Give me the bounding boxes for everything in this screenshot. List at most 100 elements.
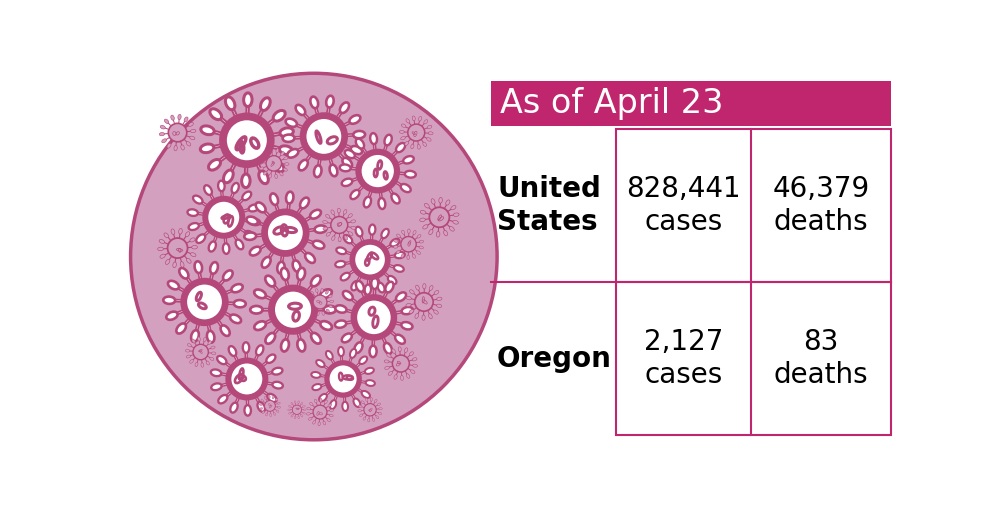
Ellipse shape <box>316 289 318 293</box>
Ellipse shape <box>348 214 352 217</box>
Ellipse shape <box>446 200 450 205</box>
Ellipse shape <box>422 315 425 321</box>
Ellipse shape <box>211 346 215 349</box>
Ellipse shape <box>242 174 250 187</box>
Ellipse shape <box>405 141 409 145</box>
Ellipse shape <box>420 218 425 221</box>
Ellipse shape <box>261 400 264 402</box>
Ellipse shape <box>187 343 191 347</box>
Ellipse shape <box>280 172 283 176</box>
Ellipse shape <box>351 226 356 229</box>
Ellipse shape <box>419 240 424 243</box>
Ellipse shape <box>420 210 426 214</box>
Ellipse shape <box>173 262 176 268</box>
Ellipse shape <box>254 290 266 298</box>
Ellipse shape <box>244 405 251 416</box>
Ellipse shape <box>285 163 289 166</box>
Ellipse shape <box>323 220 328 224</box>
Ellipse shape <box>303 412 305 414</box>
Ellipse shape <box>159 239 165 243</box>
Ellipse shape <box>326 232 330 236</box>
Text: As of April 23: As of April 23 <box>500 87 724 120</box>
Ellipse shape <box>417 251 420 255</box>
Ellipse shape <box>320 398 322 402</box>
Ellipse shape <box>384 360 389 363</box>
Ellipse shape <box>246 216 258 225</box>
Ellipse shape <box>218 395 227 403</box>
Ellipse shape <box>166 311 178 320</box>
Ellipse shape <box>187 209 198 216</box>
Ellipse shape <box>242 192 251 200</box>
Ellipse shape <box>276 149 279 153</box>
Ellipse shape <box>266 355 275 363</box>
Ellipse shape <box>259 403 262 405</box>
Bar <box>616 129 891 435</box>
Ellipse shape <box>342 158 352 168</box>
Ellipse shape <box>195 362 198 367</box>
Ellipse shape <box>409 309 414 313</box>
Ellipse shape <box>325 291 328 294</box>
Ellipse shape <box>185 350 190 352</box>
Ellipse shape <box>368 419 370 422</box>
Ellipse shape <box>176 324 186 334</box>
Ellipse shape <box>283 168 287 171</box>
Ellipse shape <box>342 179 352 186</box>
Ellipse shape <box>186 355 190 358</box>
Ellipse shape <box>360 414 363 417</box>
Ellipse shape <box>314 399 317 403</box>
Ellipse shape <box>281 152 284 155</box>
Ellipse shape <box>335 305 347 313</box>
Ellipse shape <box>427 138 431 141</box>
Ellipse shape <box>200 144 214 153</box>
Ellipse shape <box>297 339 305 352</box>
Ellipse shape <box>211 352 216 355</box>
Ellipse shape <box>313 421 316 424</box>
Ellipse shape <box>349 232 353 236</box>
Ellipse shape <box>281 339 289 352</box>
Ellipse shape <box>343 209 347 214</box>
Ellipse shape <box>330 400 336 409</box>
Circle shape <box>265 212 306 253</box>
Ellipse shape <box>437 297 442 301</box>
Ellipse shape <box>320 321 332 330</box>
Ellipse shape <box>262 257 271 268</box>
Ellipse shape <box>444 230 448 236</box>
Ellipse shape <box>406 374 410 378</box>
Ellipse shape <box>221 325 230 336</box>
Ellipse shape <box>303 405 305 407</box>
Circle shape <box>401 237 416 252</box>
Ellipse shape <box>320 290 332 298</box>
Circle shape <box>131 73 497 440</box>
Ellipse shape <box>406 303 411 307</box>
Ellipse shape <box>329 414 333 417</box>
Ellipse shape <box>266 413 268 416</box>
Ellipse shape <box>280 128 293 137</box>
Ellipse shape <box>388 276 396 284</box>
Ellipse shape <box>193 196 203 204</box>
Ellipse shape <box>329 305 333 308</box>
Circle shape <box>429 207 449 227</box>
Ellipse shape <box>311 372 321 378</box>
Ellipse shape <box>223 170 233 183</box>
Ellipse shape <box>254 321 266 330</box>
Ellipse shape <box>256 345 263 355</box>
Ellipse shape <box>343 291 353 300</box>
Ellipse shape <box>396 292 406 301</box>
Ellipse shape <box>335 261 345 267</box>
Ellipse shape <box>289 405 291 407</box>
Ellipse shape <box>400 375 403 380</box>
Ellipse shape <box>260 167 264 170</box>
Ellipse shape <box>378 198 385 209</box>
Ellipse shape <box>270 414 272 417</box>
Ellipse shape <box>311 333 321 343</box>
Ellipse shape <box>307 296 311 299</box>
Ellipse shape <box>390 239 399 246</box>
Ellipse shape <box>191 330 199 342</box>
Ellipse shape <box>312 384 321 390</box>
Ellipse shape <box>310 402 313 406</box>
Text: 2,127
cases: 2,127 cases <box>644 328 723 389</box>
Ellipse shape <box>356 139 364 149</box>
Ellipse shape <box>453 213 459 216</box>
Ellipse shape <box>378 283 385 293</box>
Circle shape <box>184 281 225 323</box>
